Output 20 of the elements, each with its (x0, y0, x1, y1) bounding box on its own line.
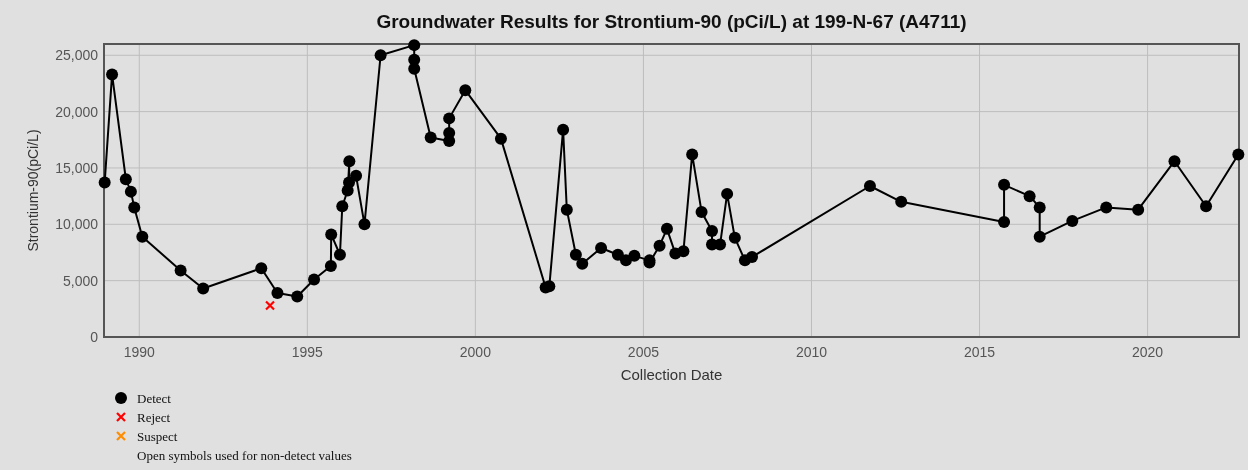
x-axis-title: Collection Date (620, 366, 723, 383)
y-tick-label: 20,000 (55, 103, 99, 120)
y-tick-label: 15,000 (55, 159, 99, 176)
text: Open symbols used for non-detect values (137, 447, 352, 463)
y-axis-title: Strontium-90(pCi/L) (25, 129, 41, 252)
y-tick-label: 5,000 (62, 272, 99, 289)
legend-label: Reject (137, 409, 171, 425)
chart-title: Groundwater Results for Strontium-90 (pCi/L) at 199-N-67 (A4711) (376, 11, 967, 32)
x-tick-label: 2005 (627, 344, 660, 360)
x-tick-label: 2000 (459, 344, 492, 360)
y-tick-label: 10,000 (55, 216, 99, 233)
x-tick-label: 1995 (291, 344, 324, 360)
x-tick-label: 2015 (963, 344, 996, 360)
legend-label: Suspect (137, 428, 178, 444)
x-tick-label: 2010 (795, 344, 828, 360)
y-tick-label: 0 (90, 328, 99, 345)
x-tick-label: 2020 (1132, 344, 1164, 360)
legend-label: Detect (137, 390, 172, 406)
x-tick-label: 1990 (123, 344, 156, 360)
y-tick-label: 25,000 (55, 47, 99, 64)
